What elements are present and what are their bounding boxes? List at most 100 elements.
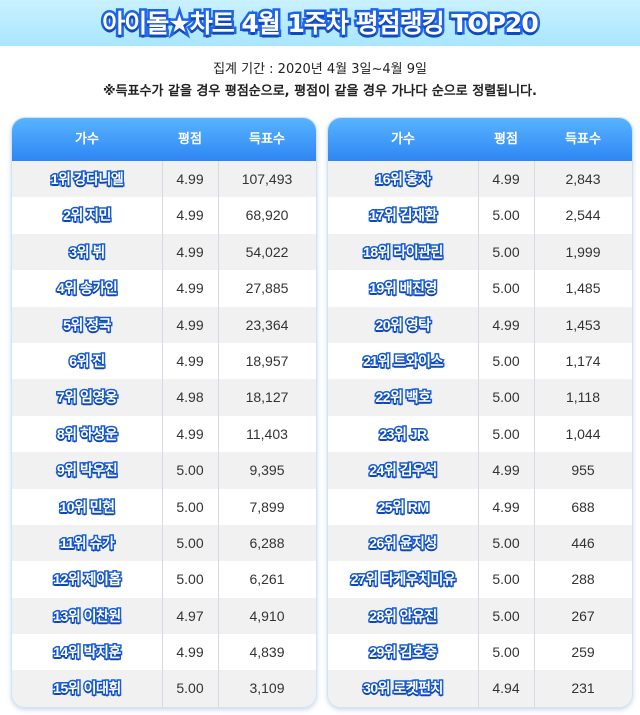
page-title: 아이돌★차트 4월 1주차 평점랭킹 TOP20 (100, 7, 541, 41)
votes-cell: 446 (571, 534, 595, 551)
score-cell: 5.00 (492, 280, 520, 297)
score-cell: 5.00 (492, 571, 520, 588)
rank-singer-label: 1위 강다니엘 (49, 170, 125, 189)
rank-singer-label: 21위 트와이스 (362, 351, 445, 370)
rank-singer-label: 30위 로켓펀치 (362, 679, 445, 698)
score-cell: 5.00 (176, 680, 204, 697)
table-row: 13위 이찬원 4.97 4,910 (12, 597, 316, 635)
votes-cell: 18,957 (245, 352, 289, 369)
rank-singer-label: 27위 타케우치미유 (349, 570, 457, 589)
votes-cell: 1,999 (565, 243, 601, 260)
votes-cell: 688 (571, 498, 595, 515)
table-row: 30위 로켓펀치 4.94 231 (328, 670, 632, 707)
singer-cell: 8위 하성운 (12, 416, 162, 452)
singer-cell: 18위 라이관린 (328, 234, 478, 270)
score-cell: 5.00 (176, 534, 204, 551)
table-row: 29위 김호중 5.00 259 (328, 634, 632, 671)
table-row: 5위 정국 4.99 23,364 (12, 306, 316, 343)
votes-cell: 7,899 (249, 498, 285, 515)
singer-cell: 17위 김재환 (328, 197, 478, 233)
score-cell: 4.98 (176, 389, 204, 406)
score-cell: 5.00 (492, 644, 520, 661)
singer-cell: 2위 지민 (12, 197, 162, 233)
singer-cell: 24위 김우석 (328, 452, 478, 488)
rank-singer-label: 23위 JR (378, 424, 429, 443)
rank-singer-label: 12위 제이홉 (52, 570, 123, 589)
table-row: 10위 민현 5.00 7,899 (12, 488, 316, 525)
score-cell: 4.99 (492, 171, 520, 187)
table-row: 14위 박지훈 4.99 4,839 (12, 634, 316, 671)
score-cell: 5.00 (176, 462, 204, 479)
rank-singer-label: 7위 임영웅 (55, 388, 119, 407)
score-cell: 4.99 (492, 462, 520, 479)
rank-singer-label: 19위 배진영 (368, 279, 439, 298)
score-cell: 4.99 (492, 498, 520, 515)
votes-cell: 54,022 (245, 243, 289, 260)
singer-cell: 12위 제이홉 (12, 561, 162, 597)
singer-cell: 7위 임영웅 (12, 379, 162, 415)
singer-cell: 13위 이찬원 (12, 598, 162, 634)
rank-singer-label: 9위 박우진 (55, 461, 119, 480)
singer-cell: 6위 진 (12, 343, 162, 379)
ranking-table-left: 가수 평점 득표수 1위 강다니엘 4.99 107,493 2위 지민 4.99 68,… (11, 117, 317, 708)
rank-singer-label: 15위 이대휘 (52, 679, 123, 698)
votes-cell: 955 (571, 462, 595, 479)
score-cell: 5.00 (176, 571, 204, 588)
singer-cell: 5위 정국 (12, 307, 162, 343)
votes-cell: 231 (571, 680, 595, 697)
votes-cell: 9,395 (249, 462, 285, 479)
votes-cell: 267 (571, 607, 595, 624)
rank-singer-label: 14위 박지훈 (52, 643, 123, 662)
singer-cell: 9위 박우진 (12, 452, 162, 488)
rank-singer-label: 26위 윤지성 (368, 533, 439, 552)
table-row: 2위 지민 4.99 68,920 (12, 197, 316, 234)
table-row: 15위 이대휘 5.00 3,109 (12, 670, 316, 707)
table-row: 24위 김우석 4.99 955 (328, 452, 632, 489)
singer-cell: 23위 JR (328, 416, 478, 452)
rank-singer-label: 17위 김재환 (368, 206, 439, 225)
rank-singer-label: 24위 김우석 (368, 461, 439, 480)
votes-cell: 4,839 (249, 644, 285, 661)
singer-cell: 10위 민현 (12, 489, 162, 525)
rank-singer-label: 13위 이찬원 (52, 606, 123, 625)
column-divider (534, 161, 535, 707)
singer-cell: 26위 윤지성 (328, 525, 478, 561)
votes-cell: 1,174 (565, 352, 601, 369)
score-cell: 4.99 (176, 644, 204, 661)
sorting-note: ※득표수가 같을 경우 평점순으로, 평점이 같을 경우 가나다 순으로 정렬됩… (102, 84, 537, 99)
votes-cell: 288 (571, 571, 595, 588)
column-divider (162, 161, 163, 707)
rank-singer-label: 25위 RM (376, 497, 431, 516)
score-cell: 4.99 (176, 352, 204, 369)
score-cell: 4.99 (176, 316, 204, 333)
score-cell: 4.99 (176, 243, 204, 260)
table-row: 3위 뷔 4.99 54,022 (12, 233, 316, 271)
singer-cell: 1위 강다니엘 (12, 161, 162, 197)
table-header: 가수 평점 득표수 (328, 118, 632, 161)
table-row: 19위 배진영 5.00 1,485 (328, 270, 632, 307)
title-band (0, 0, 640, 46)
score-cell: 5.00 (176, 498, 204, 515)
table-row: 22위 백호 5.00 1,118 (328, 379, 632, 416)
rank-singer-label: 20위 영탁 (374, 315, 433, 334)
votes-cell: 1,485 (565, 280, 601, 297)
singer-cell: 4위 송가인 (12, 270, 162, 306)
singer-cell: 19위 배진영 (328, 270, 478, 306)
rank-singer-label: 29위 김호중 (368, 643, 439, 662)
votes-cell: 259 (571, 644, 595, 661)
singer-cell: 28위 안유진 (328, 598, 478, 634)
table-row: 26위 윤지성 5.00 446 (328, 524, 632, 562)
score-cell: 5.00 (492, 389, 520, 406)
singer-cell: 3위 뷔 (12, 234, 162, 270)
column-divider (218, 161, 219, 707)
column-header-votes: 득표수 (565, 132, 601, 147)
table-row: 1위 강다니엘 4.99 107,493 (12, 161, 316, 198)
table-header: 가수 평점 득표수 (12, 118, 316, 161)
rank-singer-label: 10위 민현 (58, 497, 117, 516)
rank-singer-label: 8위 하성운 (55, 424, 119, 443)
singer-cell: 21위 트와이스 (328, 343, 478, 379)
votes-cell: 6,288 (249, 534, 285, 551)
table-row: 27위 타케우치미유 5.00 288 (328, 561, 632, 598)
singer-cell: 25위 RM (328, 489, 478, 525)
table-row: 23위 JR 5.00 1,044 (328, 415, 632, 453)
